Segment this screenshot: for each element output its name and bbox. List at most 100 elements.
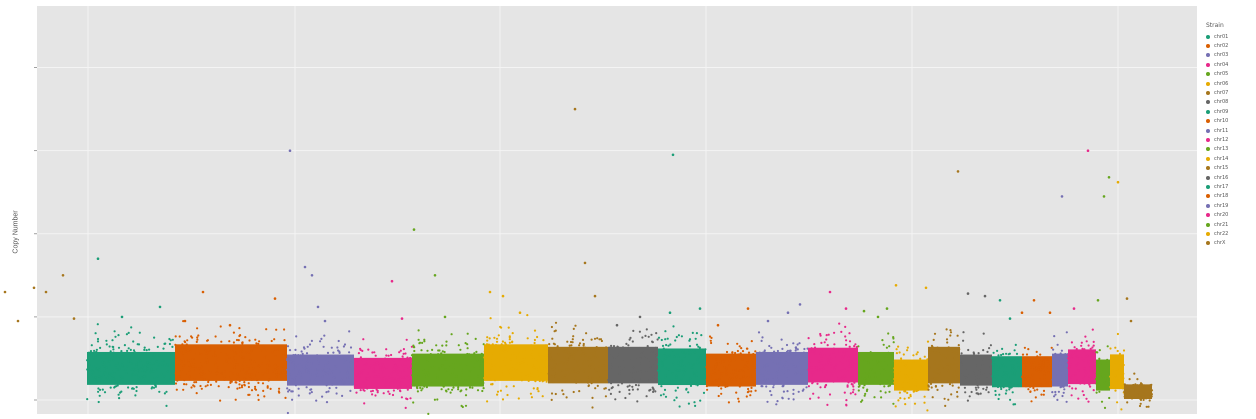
data-point — [669, 343, 672, 346]
data-point — [1136, 394, 1139, 397]
data-point — [156, 375, 159, 378]
data-point — [640, 377, 644, 380]
data-point — [962, 365, 965, 368]
legend-label: chr02 — [1214, 43, 1229, 50]
data-point — [945, 363, 949, 366]
data-point — [144, 365, 147, 368]
data-point — [1089, 347, 1092, 350]
data-point — [301, 371, 304, 374]
data-point — [654, 375, 657, 378]
data-point — [322, 382, 325, 385]
data-point — [1056, 398, 1059, 401]
data-point — [1059, 369, 1062, 372]
data-point — [960, 363, 963, 366]
data-point — [946, 356, 949, 360]
data-point — [725, 373, 728, 376]
data-point — [732, 368, 735, 372]
data-point — [108, 357, 111, 360]
data-point — [487, 343, 490, 346]
data-point — [90, 344, 93, 347]
data-point — [451, 371, 454, 374]
data-point — [565, 396, 568, 399]
data-point — [819, 352, 822, 355]
data-point — [474, 337, 477, 340]
data-point — [918, 371, 921, 374]
data-point — [427, 359, 431, 362]
data-point — [552, 342, 556, 345]
data-point — [769, 390, 772, 393]
data-point — [995, 376, 998, 380]
data-point — [797, 390, 800, 393]
data-point — [392, 364, 395, 367]
data-point — [527, 362, 530, 365]
data-point — [1075, 364, 1078, 367]
data-point — [638, 355, 642, 358]
data-point — [1072, 357, 1075, 360]
data-point — [180, 360, 183, 363]
outlier-point — [316, 305, 320, 309]
data-point — [1109, 347, 1112, 350]
data-point — [825, 370, 829, 373]
data-point — [178, 335, 181, 338]
data-point — [602, 358, 605, 361]
data-point — [1009, 398, 1012, 401]
data-point — [130, 368, 133, 371]
data-point — [365, 363, 368, 366]
data-point — [569, 340, 573, 344]
data-point — [1057, 364, 1060, 367]
data-point — [162, 347, 165, 350]
data-point — [268, 364, 271, 367]
data-point — [250, 373, 254, 376]
data-point — [1120, 380, 1123, 383]
data-point — [849, 380, 852, 383]
data-point — [1107, 373, 1110, 376]
data-point — [1134, 383, 1137, 386]
data-point — [348, 376, 351, 379]
data-point — [812, 374, 815, 377]
data-point — [277, 390, 280, 393]
series-chr09 — [656, 325, 708, 408]
data-point — [426, 371, 429, 374]
data-point — [343, 356, 346, 360]
data-point — [1102, 375, 1105, 378]
data-point — [591, 396, 594, 399]
data-point — [556, 345, 559, 348]
legend-label: chr19 — [1214, 202, 1229, 209]
data-point — [978, 366, 981, 369]
data-point — [162, 354, 165, 357]
data-point — [893, 370, 896, 374]
data-point — [991, 357, 994, 360]
data-point — [508, 341, 511, 344]
data-point — [634, 356, 637, 359]
data-point — [723, 366, 726, 369]
data-point — [877, 370, 880, 373]
data-point — [493, 379, 497, 382]
data-point — [884, 391, 887, 394]
data-point — [1139, 398, 1143, 401]
data-point — [184, 350, 187, 353]
data-point — [269, 387, 272, 390]
data-point — [376, 363, 379, 366]
data-point — [591, 377, 594, 380]
data-point — [478, 358, 481, 361]
data-point — [482, 387, 485, 390]
outlier-point — [862, 309, 866, 313]
data-point — [1039, 368, 1042, 371]
data-point — [123, 382, 126, 385]
data-point — [466, 332, 469, 335]
data-point — [893, 377, 896, 381]
data-point — [734, 351, 737, 355]
data-point — [1084, 370, 1087, 373]
data-point — [284, 364, 287, 367]
data-point — [592, 364, 595, 367]
data-point — [865, 359, 868, 362]
data-point — [955, 363, 959, 366]
data-point — [1071, 387, 1074, 390]
data-point — [247, 382, 250, 385]
data-point — [373, 362, 376, 365]
data-point — [685, 380, 688, 383]
data-point — [282, 367, 285, 370]
legend-swatch — [1206, 147, 1210, 152]
data-point — [366, 377, 369, 380]
data-point — [549, 355, 552, 358]
